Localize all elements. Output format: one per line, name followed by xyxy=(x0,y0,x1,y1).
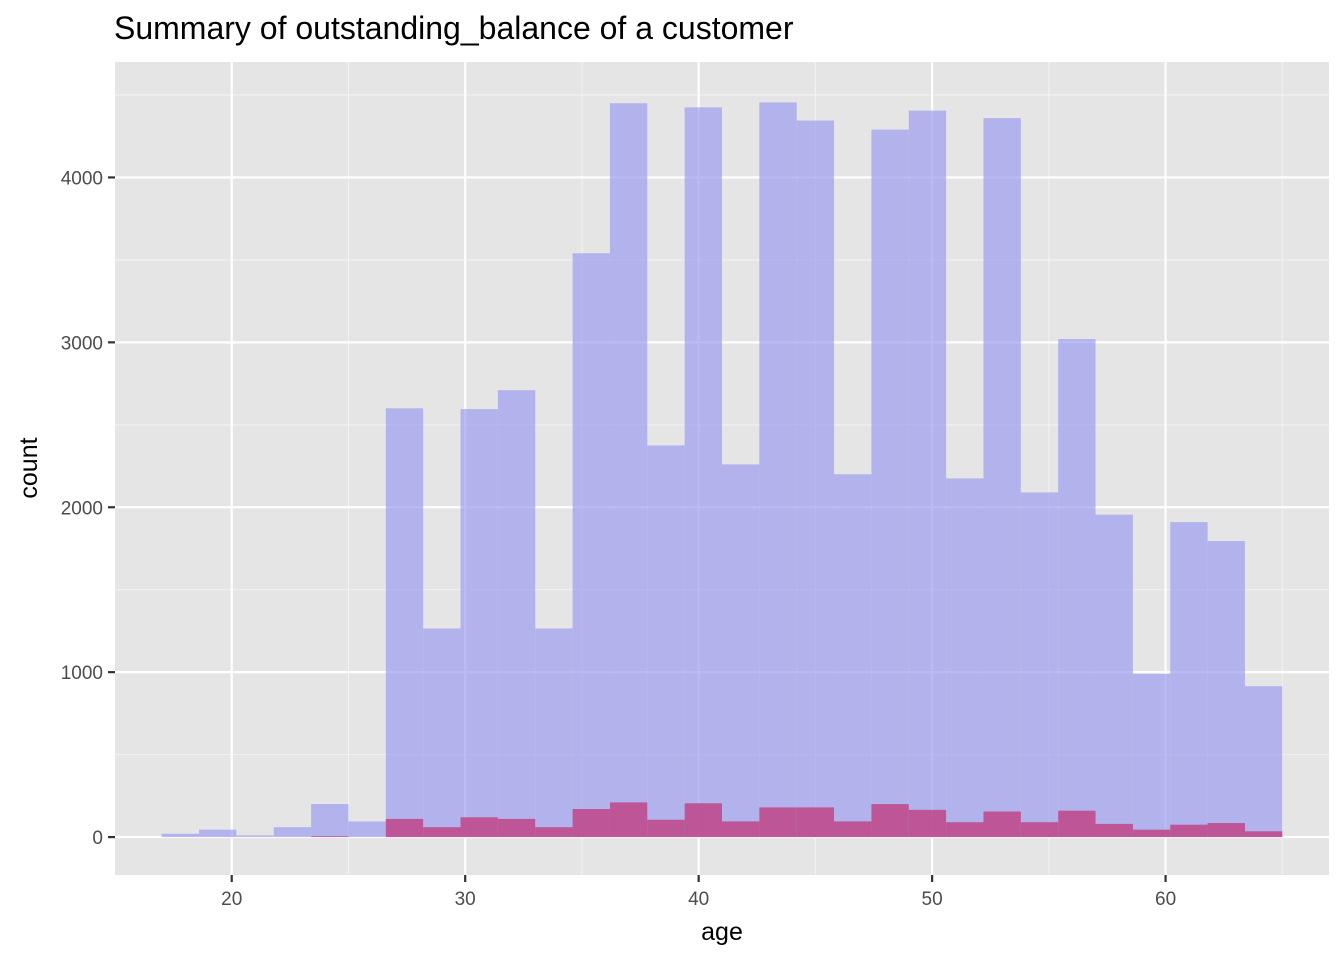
histogram-bar-series-2 xyxy=(1244,831,1283,838)
y-tick-label: 3000 xyxy=(61,333,103,354)
x-axis-label: age xyxy=(701,918,743,946)
histogram-bar-series-1 xyxy=(946,478,984,838)
x-tick-label: 40 xyxy=(688,889,709,910)
histogram-bar-series-2 xyxy=(497,818,536,838)
histogram-bar-series-2 xyxy=(1132,829,1171,838)
x-tick-label: 30 xyxy=(455,889,476,910)
x-tick-label: 20 xyxy=(221,889,242,910)
histogram-bar-series-2 xyxy=(871,804,909,838)
bars xyxy=(161,102,1283,838)
histogram-bar-series-2 xyxy=(983,811,1021,838)
histogram-bar-series-2 xyxy=(609,802,648,838)
histogram-bar-series-1 xyxy=(385,408,424,838)
histogram-bar-series-2 xyxy=(1170,824,1208,838)
histogram-bar-series-1 xyxy=(1058,339,1096,838)
histogram-bar-series-1 xyxy=(647,445,685,838)
histogram-bar-series-2 xyxy=(1095,823,1133,838)
histogram-bar-series-2 xyxy=(684,803,722,838)
histogram-bar-series-2 xyxy=(572,809,610,838)
y-axis-label: count xyxy=(15,437,43,498)
histogram-bar-series-2 xyxy=(647,819,685,838)
histogram-bar-series-1 xyxy=(1170,522,1208,838)
y-tick-label: 4000 xyxy=(61,168,103,189)
histogram-bar-series-1 xyxy=(1132,673,1171,838)
histogram-bar-series-1 xyxy=(236,835,274,838)
y-tick-label: 0 xyxy=(92,828,103,849)
histogram-bar-series-1 xyxy=(161,833,200,838)
histogram-bar-series-1 xyxy=(1020,492,1059,838)
histogram-bar-series-1 xyxy=(1095,514,1133,838)
histogram-bar-series-1 xyxy=(1244,686,1283,838)
y-tick-label: 1000 xyxy=(61,663,103,684)
histogram-bar-series-1 xyxy=(684,107,722,838)
x-axis: 20 30 40 50 60 xyxy=(221,875,1176,910)
histogram-bar-series-2 xyxy=(796,807,835,838)
histogram-bar-series-1 xyxy=(535,628,573,838)
histogram-bar-series-1 xyxy=(423,628,461,838)
histogram-bar-series-2 xyxy=(946,822,984,838)
histogram-bar-series-1 xyxy=(460,409,498,838)
histogram-bar-series-1 xyxy=(199,829,237,838)
histogram-bar-series-1 xyxy=(497,390,536,838)
histogram-bar-series-2 xyxy=(759,807,797,838)
histogram-bar-series-1 xyxy=(311,804,349,838)
histogram-bar-series-2 xyxy=(1058,810,1096,838)
y-axis: 0 1000 2000 3000 4000 xyxy=(61,168,115,849)
histogram-bar-series-2 xyxy=(834,821,872,838)
histogram-bar-series-2 xyxy=(908,809,947,838)
histogram-bar-series-1 xyxy=(1207,541,1245,838)
histogram-bar-series-1 xyxy=(273,827,312,838)
histogram-bar-series-2 xyxy=(535,827,573,838)
histogram-bar-series-1 xyxy=(609,103,648,838)
histogram-bar-series-2 xyxy=(722,821,760,838)
histogram-bar-series-1 xyxy=(796,120,835,838)
histogram-bar-series-1 xyxy=(759,102,797,838)
x-tick-label: 60 xyxy=(1155,889,1176,910)
histogram-bar-series-2 xyxy=(423,827,461,838)
histogram-bar-series-2 xyxy=(385,818,424,838)
y-tick-label: 2000 xyxy=(61,498,103,519)
histogram-bar-series-1 xyxy=(572,253,610,838)
histogram-bar-series-1 xyxy=(871,129,909,838)
histogram-bar-series-2 xyxy=(311,836,349,838)
histogram-bar-series-1 xyxy=(348,821,386,838)
histogram-bar-series-2 xyxy=(1020,822,1059,838)
histogram-bar-series-2 xyxy=(1207,823,1245,838)
histogram-bar-series-2 xyxy=(460,817,498,838)
chart-title: Summary of outstanding_balance of a cust… xyxy=(114,10,794,46)
histogram-bar-series-1 xyxy=(983,118,1021,838)
histogram-bar-series-1 xyxy=(908,110,947,838)
histogram-bar-series-1 xyxy=(834,474,872,838)
histogram-bar-series-1 xyxy=(722,464,760,838)
x-tick-label: 50 xyxy=(922,889,943,910)
